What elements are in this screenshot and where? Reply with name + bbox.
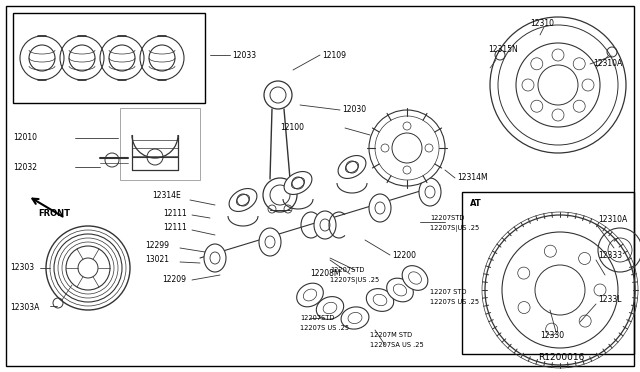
Ellipse shape (316, 296, 344, 320)
Bar (462, 192, 634, 354)
Ellipse shape (204, 244, 226, 272)
Text: 12207S|US .25: 12207S|US .25 (330, 276, 380, 283)
Text: 12333: 12333 (598, 251, 622, 260)
Text: 12207STD: 12207STD (330, 267, 364, 273)
Text: FRONT: FRONT (38, 208, 70, 218)
Text: 12315N: 12315N (488, 45, 518, 55)
Text: 12209: 12209 (162, 276, 186, 285)
Ellipse shape (229, 189, 257, 211)
Text: 12207STD: 12207STD (300, 315, 334, 321)
Text: 12207STD: 12207STD (430, 215, 465, 221)
Text: 12100: 12100 (280, 122, 304, 131)
Ellipse shape (402, 266, 428, 290)
Ellipse shape (297, 283, 323, 307)
Text: 12330: 12330 (540, 330, 564, 340)
Text: 12207S US .25: 12207S US .25 (430, 299, 479, 305)
Text: 12032: 12032 (13, 163, 37, 171)
Text: 12010: 12010 (13, 134, 37, 142)
Text: 13021: 13021 (145, 256, 169, 264)
Ellipse shape (419, 178, 441, 206)
Text: 12303: 12303 (10, 263, 34, 273)
Text: 12207S|US .25: 12207S|US .25 (430, 224, 479, 231)
Ellipse shape (369, 194, 391, 222)
Text: 12033: 12033 (232, 51, 256, 60)
Ellipse shape (259, 228, 281, 256)
Text: 12314E: 12314E (152, 190, 180, 199)
Ellipse shape (341, 307, 369, 329)
Ellipse shape (314, 211, 336, 239)
Text: 12207S US .25: 12207S US .25 (300, 325, 349, 331)
Ellipse shape (392, 138, 420, 161)
Bar (13, 13, 205, 103)
Text: 12207M STD: 12207M STD (370, 332, 412, 338)
Ellipse shape (366, 289, 394, 311)
Text: 1233L: 1233L (598, 295, 621, 305)
Text: 12314M: 12314M (457, 173, 488, 183)
Ellipse shape (284, 171, 312, 195)
Text: R1200016: R1200016 (538, 353, 584, 362)
Text: 12310A: 12310A (593, 60, 622, 68)
Text: 12200: 12200 (392, 250, 416, 260)
Text: 12111: 12111 (163, 224, 187, 232)
Text: 12299: 12299 (145, 241, 169, 250)
Circle shape (369, 110, 445, 186)
Text: 12207 STD: 12207 STD (430, 289, 467, 295)
Ellipse shape (387, 278, 413, 302)
Text: AT: AT (470, 199, 482, 208)
Text: 12109: 12109 (322, 51, 346, 60)
Bar (120, 108, 200, 180)
Ellipse shape (338, 155, 366, 179)
Text: 12310: 12310 (530, 19, 554, 28)
Text: 12310A: 12310A (598, 215, 627, 224)
Text: 12030: 12030 (342, 106, 366, 115)
Text: 12208M: 12208M (310, 269, 340, 278)
Text: 12207SA US .25: 12207SA US .25 (370, 342, 424, 348)
Text: 12111: 12111 (163, 208, 187, 218)
Text: 12303A: 12303A (10, 304, 40, 312)
